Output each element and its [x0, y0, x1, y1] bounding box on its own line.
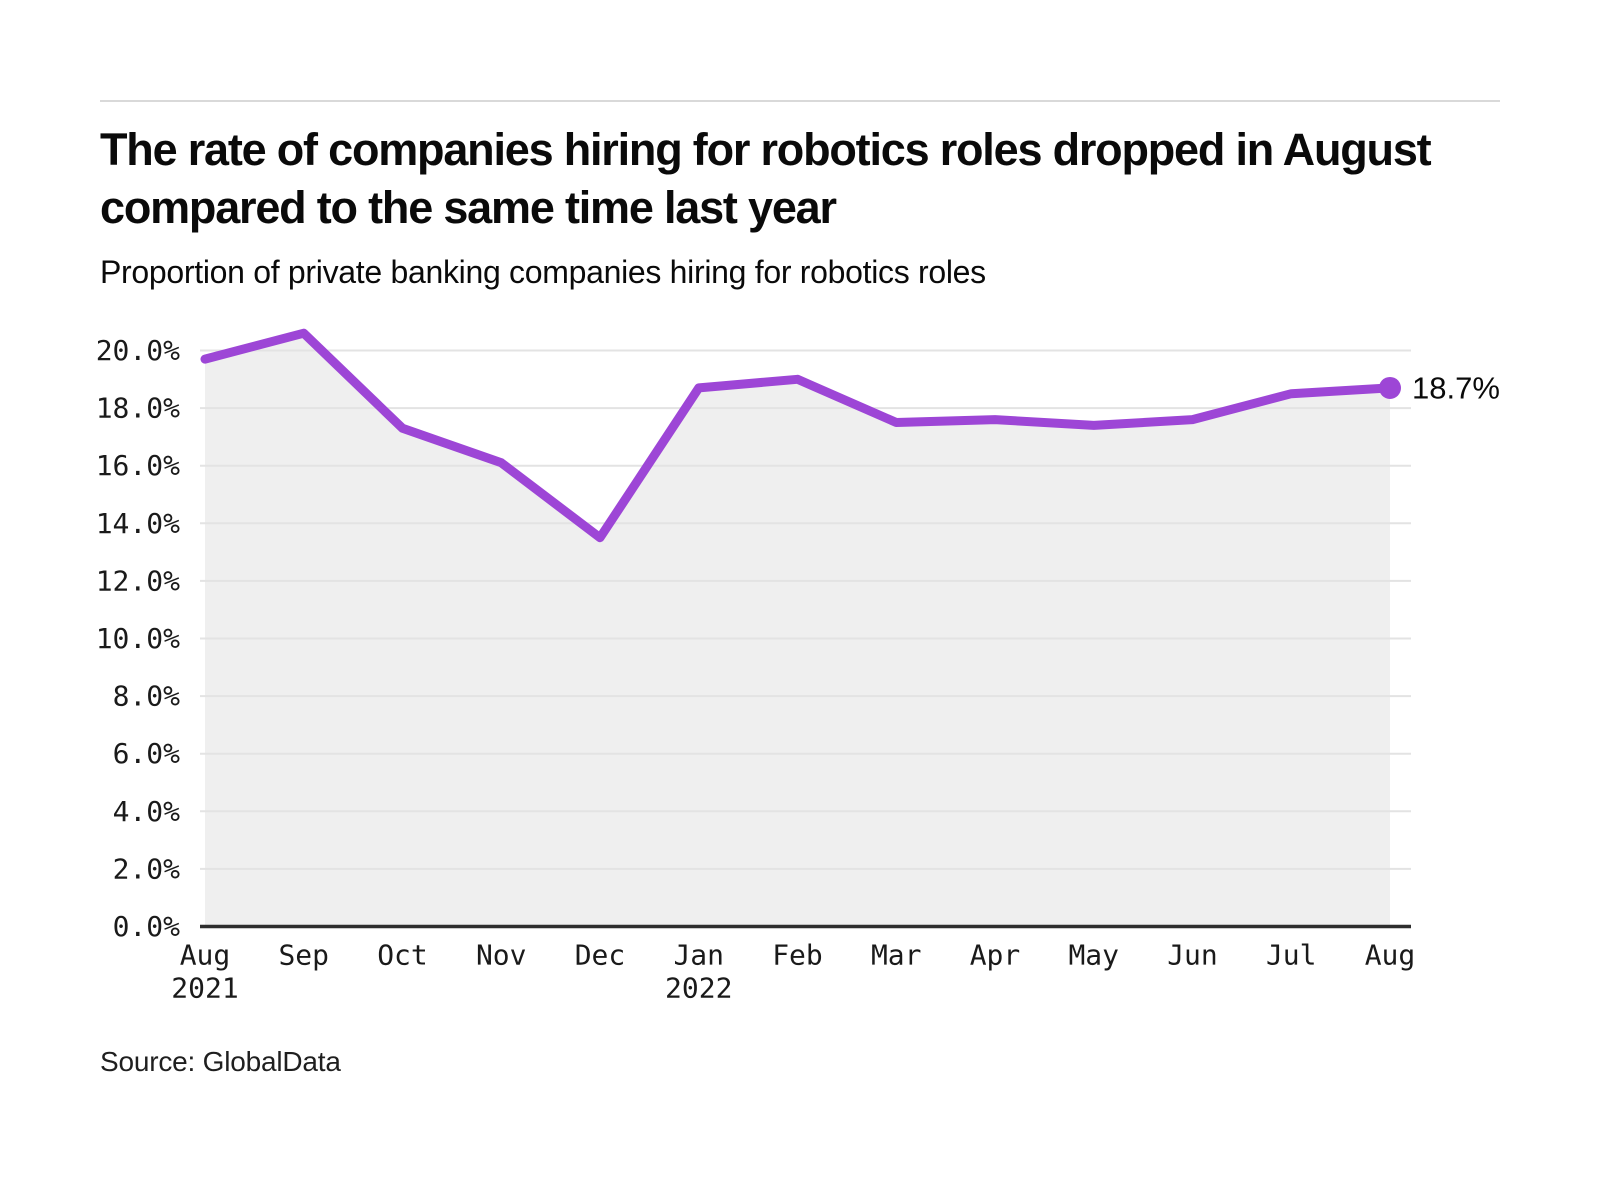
- x-tick-label: Feb: [772, 939, 823, 972]
- source-attribution: Source: GlobalData: [100, 1046, 341, 1077]
- x-tick-label: Dec: [575, 939, 626, 972]
- x-tick-label: Sep: [278, 939, 329, 972]
- end-value-label: 18.7%: [1412, 370, 1500, 405]
- x-tick-label: Oct: [377, 939, 428, 972]
- y-tick-label: 8.0%: [113, 680, 181, 713]
- x-tick-label: Jan: [673, 939, 724, 972]
- x-tick-label: Apr: [970, 939, 1021, 972]
- y-tick-label: 0.0%: [113, 910, 181, 943]
- y-tick-label: 6.0%: [113, 737, 181, 770]
- x-tick-sublabel: 2022: [665, 972, 732, 1005]
- y-tick-label: 4.0%: [113, 795, 181, 828]
- x-tick-label: Jun: [1167, 939, 1218, 972]
- x-tick-label: Mar: [871, 939, 922, 972]
- y-tick-label: 10.0%: [96, 622, 180, 655]
- x-tick-label: Nov: [476, 939, 527, 972]
- x-tick-sublabel: 2021: [171, 972, 238, 1005]
- y-tick-label: 18.0%: [96, 392, 180, 425]
- top-divider: [100, 100, 1500, 102]
- x-tick-label: Jul: [1266, 939, 1317, 972]
- y-tick-label: 20.0%: [96, 334, 180, 367]
- chart-area-fill: [205, 333, 1390, 927]
- chart-title: The rate of companies hiring for robotic…: [100, 124, 1432, 233]
- y-tick-label: 16.0%: [96, 449, 180, 482]
- y-tick-label: 2.0%: [113, 852, 181, 885]
- y-tick-label: 12.0%: [96, 564, 180, 597]
- x-tick-label: Aug: [180, 939, 231, 972]
- y-tick-label: 14.0%: [96, 507, 180, 540]
- series-line: [200, 328, 1395, 543]
- x-tick-label: May: [1068, 939, 1119, 972]
- chart-subtitle: Proportion of private banking companies …: [100, 254, 986, 290]
- x-tick-label: Aug: [1365, 939, 1416, 972]
- end-point-dot: [1379, 376, 1401, 399]
